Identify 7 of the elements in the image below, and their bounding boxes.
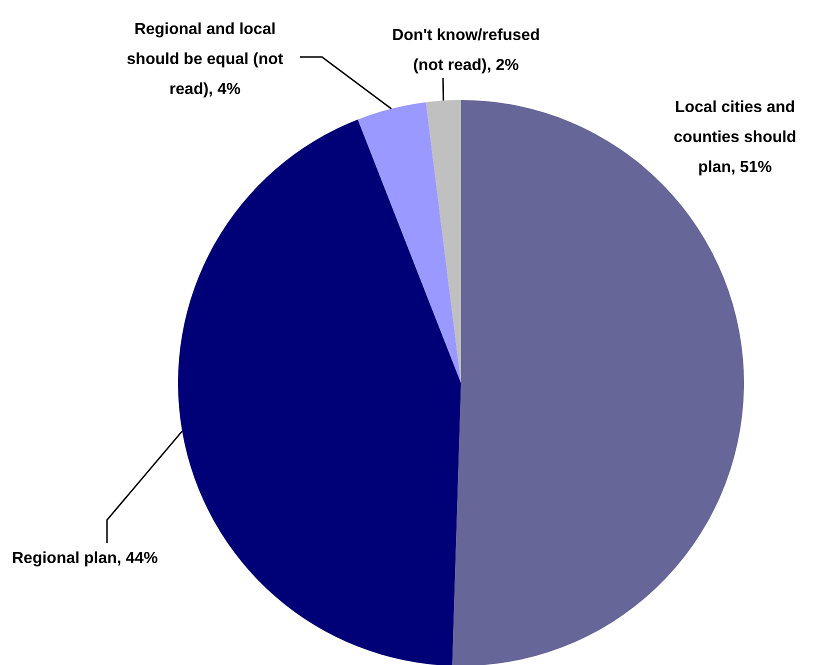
- slice-label: Don't know/refused (not read), 2%: [392, 27, 540, 74]
- slice-label: Regional and local should be equal (not read), 4%: [126, 21, 284, 98]
- pie-slice: [178, 119, 461, 665]
- pie-slice: [426, 100, 461, 383]
- slice-label: Regional plan, 44%: [12, 550, 158, 567]
- pie-slice: [358, 102, 461, 383]
- slice-label: Local cities and counties should plan, 51%: [674, 99, 796, 176]
